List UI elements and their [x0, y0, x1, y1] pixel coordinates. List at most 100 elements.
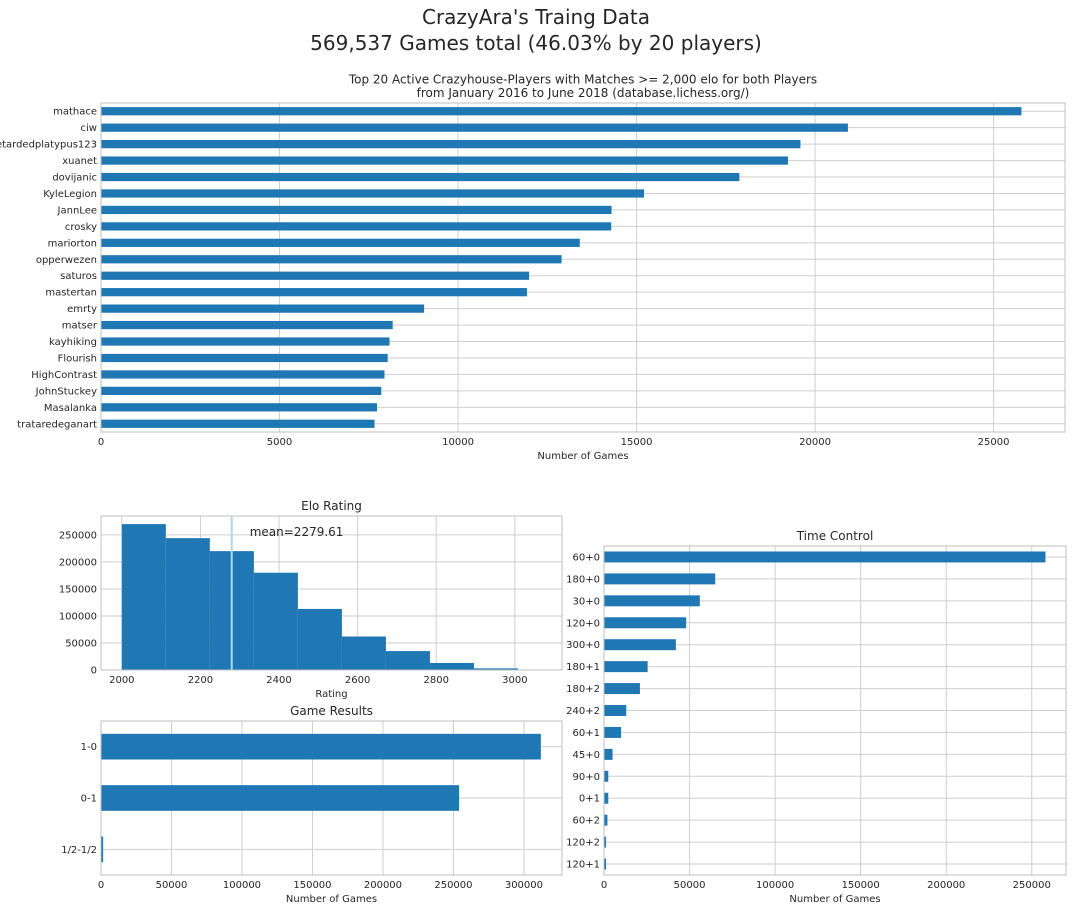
elo-y-tick-label: 0 [91, 666, 97, 677]
players-bar-15 [101, 353, 388, 363]
time_control-title-line-1: Time Control [796, 529, 874, 543]
time_control-x-tick-label: 250000 [1013, 880, 1051, 891]
players-category-label: mastertan [45, 288, 97, 299]
time_control-category-label: 240+2 [566, 706, 600, 717]
elo-histogram: mean=2279.61 2000 2200 2400 2600 2800 3000 0 500… [59, 499, 563, 700]
elo-x-tick-label: 2600 [345, 675, 370, 686]
results-x-axis-label: Number of Games [286, 894, 377, 905]
elo-title-line-1: Elo Rating [301, 499, 362, 513]
players-title-line-2: from January 2016 to June 2018 (database… [417, 86, 750, 100]
elo-x-axis-label: Rating [315, 689, 347, 700]
players-category-label: mathace [53, 107, 97, 118]
players-bar-7 [101, 222, 612, 231]
players-category-label: matser [62, 321, 98, 332]
results-category-label: 1-0 [81, 742, 97, 753]
results-x-tick-label: 250000 [434, 880, 472, 891]
players-bar-18 [101, 403, 377, 412]
results-title-line-1: Game Results [290, 704, 373, 718]
players-bar-19 [101, 419, 375, 428]
time_control-category-label: 180+1 [566, 662, 600, 673]
players-bar-chart: mathace ciw retardedplatypus123 xuanet dovij… [0, 73, 1066, 462]
players-x-tick-label: 0 [98, 437, 104, 448]
time-control-bar-chart: 60+0 180+0 30+0 120+0 300+0 180+1 180+2 240+2 60… [566, 529, 1067, 905]
players-category-label: HighContrast [31, 370, 97, 381]
elo-bin-3 [253, 572, 298, 670]
players-category-label: ciw [81, 123, 97, 134]
results-category-label: 1/2-1/2 [61, 845, 97, 856]
time_control-bar-5 [604, 661, 648, 673]
players-category-label: crosky [65, 222, 97, 233]
time_control-category-label: 180+2 [566, 684, 600, 695]
time_control-x-tick-label: 0 [601, 880, 607, 891]
players-category-label: retardedplatypus123 [0, 140, 97, 151]
results-category-label: 0-1 [81, 794, 97, 805]
players-bar-3 [101, 156, 788, 165]
results-bar-2 [101, 836, 104, 863]
time_control-category-label: 60+2 [573, 816, 600, 827]
players-category-label: xuanet [62, 156, 97, 167]
players-bar-13 [101, 320, 393, 330]
players-category-label: emrty [67, 304, 97, 315]
players-bar-0 [101, 107, 1022, 116]
time_control-bar-2 [604, 595, 700, 607]
time_control-category-label: 60+1 [573, 728, 600, 739]
players-category-label: Masalanka [44, 403, 97, 414]
players-x-tick-label: 25000 [978, 437, 1010, 448]
players-category-label: KyleLegion [43, 189, 97, 200]
elo-y-tick-label: 100000 [59, 611, 97, 622]
players-title-line-1: Top 20 Active Crazyhouse-Players with Ma… [348, 73, 817, 87]
elo-x-tick-label: 2400 [266, 675, 291, 686]
elo-x-tick-label: 2800 [424, 675, 449, 686]
players-category-label: opperwezen [36, 255, 97, 266]
players-bar-14 [101, 337, 390, 346]
time_control-category-label: 45+0 [573, 750, 600, 761]
elo-bin-6 [385, 651, 430, 670]
players-x-tick-label: 20000 [799, 437, 831, 448]
elo-bin-5 [341, 636, 386, 670]
players-bar-1 [101, 123, 848, 132]
time_control-category-label: 60+0 [573, 552, 600, 563]
time_control-bar-6 [604, 683, 640, 695]
players-category-label: kayhiking [49, 337, 97, 348]
results-x-tick-label: 0 [98, 880, 104, 891]
elo-y-tick-label: 250000 [59, 530, 97, 541]
elo-y-tick-label: 150000 [59, 584, 97, 595]
time_control-bar-9 [604, 748, 613, 760]
time_control-bar-12 [604, 814, 608, 826]
results-bar-0 [101, 733, 541, 760]
players-category-label: JannLee [57, 205, 97, 216]
elo-bin-1 [165, 538, 210, 670]
figure-title-line1: CrazyAra's Traing Data [421, 5, 650, 29]
elo-x-tick-label: 3000 [502, 675, 527, 686]
players-bar-12 [101, 304, 425, 313]
players-bar-11 [101, 288, 527, 297]
time_control-bar-0 [604, 551, 1046, 563]
results-x-tick-label: 100000 [223, 880, 261, 891]
players-bar-4 [101, 172, 740, 182]
players-bar-16 [101, 370, 385, 379]
players-category-label: Flourish [58, 353, 97, 364]
elo-mean-annotation: mean=2279.61 [250, 525, 344, 539]
time_control-category-label: 30+0 [573, 596, 600, 607]
time_control-bar-14 [604, 858, 607, 870]
players-category-label: trataredeganart [17, 419, 97, 430]
time_control-category-label: 90+0 [573, 772, 600, 783]
elo-bin-7 [429, 662, 474, 670]
time_control-x-tick-label: 150000 [842, 880, 880, 891]
time_control-category-label: 0+1 [579, 794, 600, 805]
results-x-tick-label: 50000 [156, 880, 188, 891]
time_control-x-tick-label: 100000 [756, 880, 794, 891]
players-bar-2 [101, 140, 801, 149]
players-bar-17 [101, 386, 382, 395]
time_control-axes-frame [603, 545, 1067, 876]
players-bar-6 [101, 205, 612, 215]
time_control-bar-13 [604, 836, 607, 848]
players-x-tick-label: 15000 [621, 437, 653, 448]
results-x-tick-label: 150000 [293, 880, 331, 891]
time_control-bar-4 [604, 639, 676, 651]
players-x-tick-label: 10000 [442, 437, 474, 448]
figure-title: CrazyAra's Traing Data 569,537 Games tot… [0, 4, 1072, 56]
time_control-x-axis-label: Number of Games [789, 894, 880, 905]
elo-axes-frame [100, 515, 563, 671]
